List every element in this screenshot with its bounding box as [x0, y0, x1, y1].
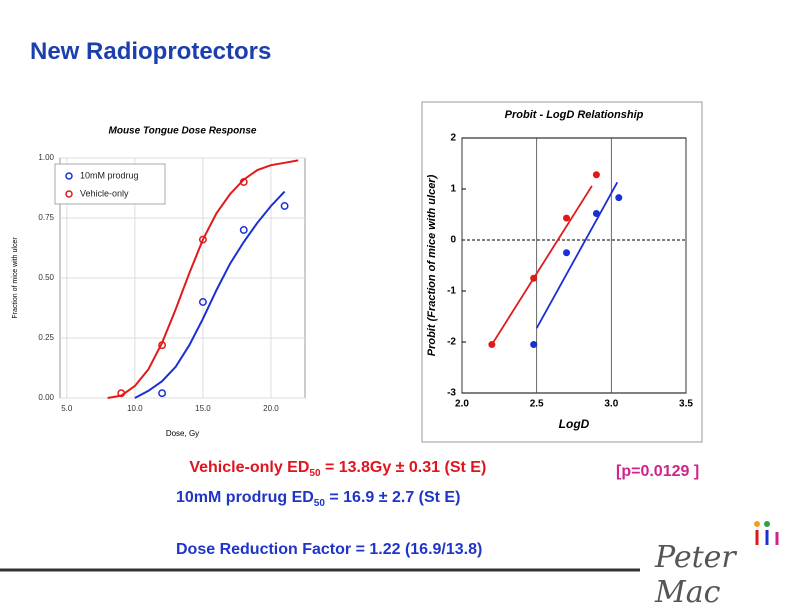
x-axis-label: LogD [559, 417, 590, 431]
summary-line: Dose Reduction Factor = 1.22 (16.9/13.8) [176, 541, 483, 559]
x-tick-label: 3.0 [604, 399, 618, 410]
x-tick-label: 5.0 [61, 404, 73, 413]
data-point [592, 209, 600, 217]
data-point [563, 249, 571, 257]
chart-title: Mouse Tongue Dose Response [109, 126, 257, 137]
text: = 13.8Gy ± 0.31 (St E) [320, 459, 487, 476]
text: = 16.9 ± 2.7 (St E) [324, 489, 461, 507]
y-tick-label: 1 [450, 184, 456, 195]
y-axis-label: Fraction of mice with ulcer [12, 237, 19, 319]
legend-label: 10mM prodrug [80, 170, 139, 180]
plot-area [461, 137, 687, 394]
summary-line: 10mM prodrug ED50 = 16.9 ± 2.7 (St E) [176, 486, 556, 516]
fit-line [535, 181, 619, 329]
slide-title: New Radioprotectors [30, 38, 272, 65]
data-point [158, 341, 167, 350]
x-tick-label: 10.0 [127, 404, 143, 413]
y-tick-label: -2 [447, 337, 456, 348]
subscript: 50 [309, 468, 321, 480]
subscript: 50 [313, 498, 325, 510]
data-point [615, 194, 623, 202]
logo-mark [754, 521, 779, 545]
chart-frame [421, 101, 703, 443]
y-tick-label: 1.00 [38, 153, 54, 162]
summary: Vehicle-only ED50 = 13.8Gy ± 0.31 (St E)… [176, 456, 556, 562]
data-point [530, 341, 538, 349]
text: Vehicle-only ED [189, 459, 310, 476]
text: 10mM prodrug ED [176, 489, 314, 507]
legend-box [54, 163, 166, 205]
data-point [239, 226, 248, 234]
y-tick-label: 0.25 [38, 333, 54, 342]
y-tick-label: -3 [447, 388, 456, 399]
y-tick-label: 2 [450, 133, 456, 144]
y-axis-label: Probit (Fraction of mice with ulcer) [426, 174, 438, 356]
data-point [198, 235, 207, 244]
y-tick-label: 0.50 [38, 273, 54, 282]
data-point [280, 202, 289, 210]
x-tick-label: 15.0 [195, 404, 211, 413]
x-tick-label: 3.5 [679, 399, 693, 410]
chart-title: Probit - LogD Relationship [505, 109, 644, 121]
summary-line: Vehicle-only ED50 = 13.8Gy ± 0.31 (St E) [176, 456, 556, 486]
data-point [117, 389, 126, 398]
legend-marker [65, 190, 73, 198]
y-tick-label: 0.75 [38, 213, 54, 222]
y-tick-label: 0.00 [38, 393, 54, 402]
data-point [158, 389, 167, 398]
legend-marker [65, 172, 73, 180]
y-tick-label: 0 [450, 235, 456, 246]
fit-line [134, 190, 286, 399]
p-value: [p=0.0129 ] [616, 463, 700, 480]
data-point [488, 341, 496, 349]
fit-line [491, 185, 593, 346]
data-point [563, 214, 571, 222]
data-point [198, 298, 207, 306]
y-tick-label: -1 [447, 286, 456, 297]
x-axis-label: Dose, Gy [166, 429, 199, 438]
x-tick-label: 2.5 [530, 399, 544, 410]
legend-label: Vehicle-only [80, 188, 129, 198]
data-point [239, 178, 248, 186]
x-tick-label: 20.0 [263, 404, 279, 413]
x-tick-label: 2.0 [455, 399, 469, 410]
fit-line [107, 159, 299, 399]
data-point [592, 171, 600, 179]
data-point [530, 274, 538, 282]
